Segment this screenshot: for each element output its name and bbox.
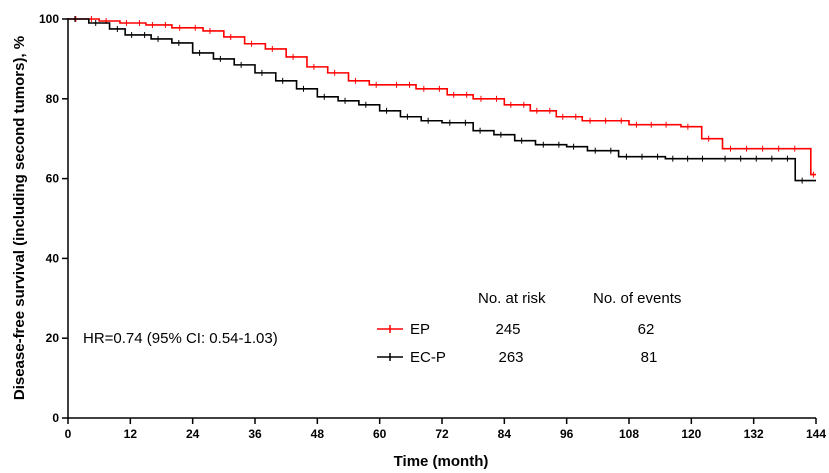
legend-ecp-label: EC-P [410, 349, 446, 366]
y-tick-label-40: 40 [46, 251, 60, 265]
legend-ep-label: EP [410, 321, 430, 338]
x-tick-label-0: 0 [65, 427, 72, 441]
series-line-ec-p [68, 18, 816, 182]
plot-area: 0 12 24 36 48 60 72 84 96 108 120 132 144 0 20 40 60 80 10… [39, 12, 826, 441]
y-tick-label-20: 20 [46, 331, 60, 345]
x-tick-label-24: 24 [186, 427, 200, 441]
x-axis-title: Time (month) [394, 453, 489, 470]
x-tick-label-84: 84 [498, 427, 512, 441]
x-tick-label-48: 48 [311, 427, 325, 441]
y-tick-label-80: 80 [46, 92, 60, 106]
ecp-events: 81 [641, 349, 658, 366]
x-tick-label-60: 60 [373, 427, 387, 441]
events-header: No. of events [593, 290, 681, 307]
ecp-at-risk: 263 [498, 349, 523, 366]
x-tick-label-12: 12 [124, 427, 138, 441]
series-line-ep [68, 18, 816, 176]
ep-at-risk: 245 [495, 321, 520, 338]
x-tick-label-36: 36 [248, 427, 262, 441]
legend-ecp: EC-P 263 81 [377, 349, 657, 366]
y-tick-label-60: 60 [46, 172, 60, 186]
y-tick-label-100: 100 [39, 12, 59, 26]
x-tick-label-96: 96 [560, 427, 574, 441]
x-tick-label-108: 108 [619, 427, 639, 441]
hazard-ratio-annotation: HR=0.74 (95% CI: 0.54-1.03) [83, 330, 278, 347]
x-tick-label-144: 144 [806, 427, 826, 441]
x-tick-label-132: 132 [744, 427, 764, 441]
y-tick-label-0: 0 [52, 411, 59, 425]
x-tick-label-120: 120 [681, 427, 701, 441]
legend-ep: EP 245 62 [377, 321, 654, 338]
y-axis-title: Disease-free survival (including second … [11, 36, 28, 400]
x-tick-label-72: 72 [435, 427, 449, 441]
at-risk-header: No. at risk [478, 290, 546, 307]
ep-events: 62 [638, 321, 655, 338]
